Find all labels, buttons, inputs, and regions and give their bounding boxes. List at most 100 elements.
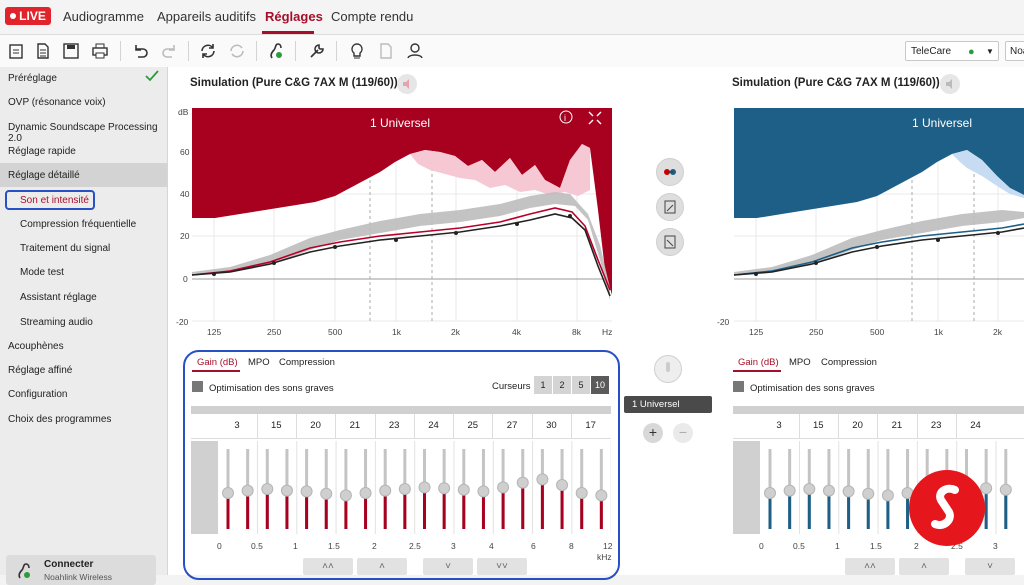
slider-knob[interactable] xyxy=(359,487,372,499)
nav-up-double-button-right[interactable]: ˄˄ xyxy=(845,558,895,575)
print-icon[interactable] xyxy=(91,42,109,60)
redo-icon[interactable] xyxy=(161,42,179,60)
tab-audiogramme[interactable]: Audiogramme xyxy=(63,9,144,24)
noah-dropdown[interactable]: Noa xyxy=(1005,41,1024,61)
gain-sliders[interactable] xyxy=(218,441,611,534)
optimisation-checkbox-row-right[interactable]: Optimisation des sons graves xyxy=(733,381,875,394)
slider-knob[interactable] xyxy=(497,481,510,494)
sidebar-item-traitement-signal[interactable]: Traitement du signal xyxy=(20,243,111,254)
slider-knob[interactable] xyxy=(862,487,875,500)
tab-compression-right[interactable]: Compression xyxy=(821,357,877,368)
slider-knob[interactable] xyxy=(980,482,993,495)
optimisation-checkbox-row[interactable]: Optimisation des sons graves xyxy=(192,381,334,394)
slider-knob[interactable] xyxy=(803,483,816,495)
slider-knob[interactable] xyxy=(881,489,894,502)
slider-knob[interactable] xyxy=(261,483,274,495)
slider-knob[interactable] xyxy=(575,487,588,499)
slider-knob[interactable] xyxy=(477,485,490,498)
sidebar-item-assistant-reglage[interactable]: Assistant réglage xyxy=(20,292,97,303)
copy-right-button[interactable] xyxy=(656,228,684,256)
expand-icon[interactable] xyxy=(588,111,602,125)
add-program-button[interactable]: + xyxy=(643,423,663,443)
sidebar-item-acouphenes[interactable]: Acouphènes xyxy=(8,341,64,352)
slider-knob[interactable] xyxy=(999,483,1012,496)
sidebar-item-choix-programmes[interactable]: Choix des programmes xyxy=(8,414,112,425)
slider-knob[interactable] xyxy=(764,487,776,499)
link-sides-button[interactable] xyxy=(656,158,684,186)
tab-reglages[interactable]: Réglages xyxy=(265,9,323,24)
sidebar-item-dynamic-soundscape[interactable]: Dynamic Soundscape Processing 2.0 xyxy=(8,122,158,144)
slider-knob[interactable] xyxy=(438,482,451,495)
connect-button[interactable]: Connecter Noahlink Wireless xyxy=(6,555,156,585)
khz-tick: 2.5 xyxy=(409,541,421,551)
slider-knob[interactable] xyxy=(457,483,470,496)
slider-knob[interactable] xyxy=(320,487,333,500)
checkbox-checked[interactable] xyxy=(192,381,203,392)
sidebar-item-reglage-affine[interactable]: Réglage affiné xyxy=(8,365,73,376)
slider-knob[interactable] xyxy=(339,489,352,502)
slider-knob[interactable] xyxy=(418,481,431,494)
slider-knob[interactable] xyxy=(222,487,234,499)
tab-compression[interactable]: Compression xyxy=(279,357,335,368)
undo-icon[interactable] xyxy=(131,42,149,60)
tab-mpo-right[interactable]: MPO xyxy=(789,357,811,368)
remove-program-button[interactable]: − xyxy=(673,423,693,443)
sidebar-item-ovp[interactable]: OVP (résonance voix) xyxy=(8,97,106,108)
slider-knob[interactable] xyxy=(822,484,835,497)
slider-knob[interactable] xyxy=(536,473,549,486)
sidebar-item-compression-frequentielle[interactable]: Compression fréquentielle xyxy=(20,219,137,230)
nav-up-double-button[interactable]: ˄˄ xyxy=(303,558,353,575)
sync-icon[interactable] xyxy=(199,42,217,60)
nav-down-button[interactable]: ˅ xyxy=(423,558,473,575)
curseurs-option-10[interactable]: 10 xyxy=(591,376,609,394)
document-icon[interactable] xyxy=(34,42,52,60)
info-icon[interactable] xyxy=(559,110,573,124)
speaker-icon-right[interactable] xyxy=(940,74,960,94)
slider-knob[interactable] xyxy=(556,479,569,491)
tab-gain[interactable]: Gain (dB) xyxy=(197,357,238,368)
gain-value: 20 xyxy=(310,420,321,431)
curseurs-option-1[interactable]: 1 xyxy=(534,376,552,394)
hearing-aid-icon[interactable] xyxy=(266,42,284,60)
slider-knob[interactable] xyxy=(398,483,411,495)
new-session-icon[interactable] xyxy=(8,42,26,60)
sidebar-item-reglage-detaille[interactable]: Réglage détaillé xyxy=(8,170,80,181)
slider-knob[interactable] xyxy=(516,476,529,489)
slider-knob[interactable] xyxy=(379,484,392,497)
tab-gain-right[interactable]: Gain (dB) xyxy=(738,357,779,368)
sidebar-item-mode-test[interactable]: Mode test xyxy=(20,267,64,278)
nav-up-button[interactable]: ˄ xyxy=(357,558,407,575)
slider-knob[interactable] xyxy=(842,485,855,498)
speaker-icon[interactable] xyxy=(397,74,417,94)
telecare-dropdown[interactable]: TeleCare ● ▼ xyxy=(905,41,999,61)
tab-compte-rendu[interactable]: Compte rendu xyxy=(331,9,414,24)
tab-appareils-auditifs[interactable]: Appareils auditifs xyxy=(157,9,256,24)
sidebar-item-son-intensite[interactable]: Son et intensité xyxy=(20,195,89,206)
slider-knob[interactable] xyxy=(595,489,608,502)
notes-icon[interactable] xyxy=(377,42,395,60)
sidebar-item-reglage-rapide[interactable]: Réglage rapide xyxy=(8,146,76,157)
slider-knob[interactable] xyxy=(241,484,254,497)
curseurs-option-2[interactable]: 2 xyxy=(553,376,571,394)
curseurs-option-5[interactable]: 5 xyxy=(572,376,590,394)
sync-disabled-icon[interactable] xyxy=(228,42,246,60)
slider-knob[interactable] xyxy=(280,484,293,497)
slider-knob[interactable] xyxy=(783,484,796,497)
wrench-icon[interactable] xyxy=(308,42,326,60)
nav-down-button-right[interactable]: ˅ xyxy=(965,558,1015,575)
sidebar-item-prereglage[interactable]: Préréglage xyxy=(8,73,57,84)
checkbox-checked[interactable] xyxy=(733,381,744,392)
nav-down-double-button[interactable]: ˅˅ xyxy=(477,558,527,575)
lightbulb-icon[interactable] xyxy=(348,42,366,60)
slider-knob[interactable] xyxy=(300,485,313,498)
tab-mpo[interactable]: MPO xyxy=(248,357,270,368)
ear-mic-button[interactable] xyxy=(654,355,682,383)
copy-left-button[interactable] xyxy=(656,193,684,221)
sidebar-item-configuration[interactable]: Configuration xyxy=(8,389,68,400)
client-icon[interactable] xyxy=(406,42,424,60)
program-pill[interactable]: 1 Universel xyxy=(624,396,712,413)
gain-tab-underline-right xyxy=(733,370,781,372)
nav-up-button-right[interactable]: ˄ xyxy=(899,558,949,575)
sidebar-item-streaming-audio[interactable]: Streaming audio xyxy=(20,317,93,328)
save-icon[interactable] xyxy=(62,42,80,60)
